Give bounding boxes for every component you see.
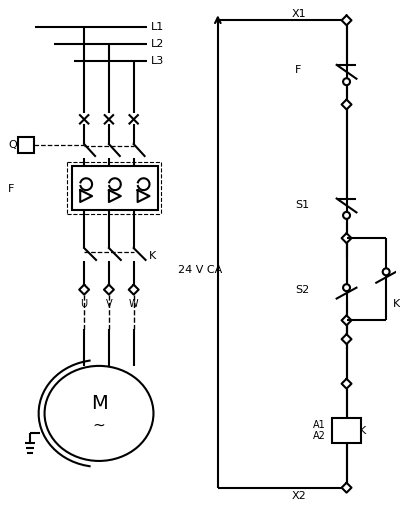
Text: L2: L2 <box>150 39 164 49</box>
Text: A2: A2 <box>313 431 326 441</box>
Text: L1: L1 <box>150 22 164 32</box>
Polygon shape <box>342 315 352 325</box>
Polygon shape <box>342 334 352 344</box>
Circle shape <box>343 78 350 85</box>
Text: F: F <box>295 65 302 75</box>
Circle shape <box>343 284 350 291</box>
Text: X2: X2 <box>292 491 307 500</box>
Polygon shape <box>104 284 114 295</box>
Text: U: U <box>81 300 88 309</box>
Ellipse shape <box>44 366 154 461</box>
Text: K: K <box>358 426 366 436</box>
Circle shape <box>343 212 350 219</box>
Text: K: K <box>148 251 156 261</box>
Text: Q: Q <box>8 140 17 150</box>
Text: F: F <box>8 184 14 194</box>
Text: W: W <box>129 300 138 309</box>
Bar <box>332 419 362 443</box>
Polygon shape <box>342 100 352 109</box>
Text: L3: L3 <box>150 56 164 66</box>
Polygon shape <box>342 379 352 389</box>
Text: A1: A1 <box>313 420 326 430</box>
Circle shape <box>383 268 390 275</box>
Polygon shape <box>342 15 352 25</box>
Text: M: M <box>91 394 107 413</box>
Text: V: V <box>106 300 112 309</box>
Text: S1: S1 <box>295 201 309 210</box>
Text: K: K <box>393 300 400 309</box>
Bar <box>18 137 34 153</box>
Text: ~: ~ <box>93 418 105 433</box>
Polygon shape <box>342 233 352 243</box>
Polygon shape <box>342 483 352 493</box>
Text: S2: S2 <box>295 284 309 295</box>
Text: X1: X1 <box>292 9 307 19</box>
Polygon shape <box>79 284 89 295</box>
Bar <box>72 166 158 210</box>
Polygon shape <box>129 284 139 295</box>
Text: 24 V CA: 24 V CA <box>178 265 222 275</box>
